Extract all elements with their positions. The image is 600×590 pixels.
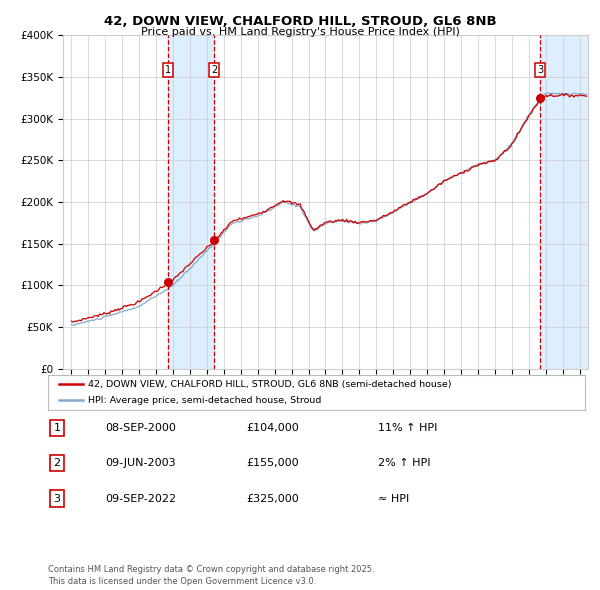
Text: £155,000: £155,000 [246,458,299,468]
Text: 08-SEP-2000: 08-SEP-2000 [105,423,176,432]
Text: 11% ↑ HPI: 11% ↑ HPI [378,423,437,432]
Text: 42, DOWN VIEW, CHALFORD HILL, STROUD, GL6 8NB: 42, DOWN VIEW, CHALFORD HILL, STROUD, GL… [104,15,496,28]
Bar [541,35,588,369]
Text: Contains HM Land Registry data © Crown copyright and database right 2025.
This d: Contains HM Land Registry data © Crown c… [48,565,374,586]
Text: 42, DOWN VIEW, CHALFORD HILL, STROUD, GL6 8NB (semi-detached house): 42, DOWN VIEW, CHALFORD HILL, STROUD, GL… [88,380,452,389]
Text: HPI: Average price, semi-detached house, Stroud: HPI: Average price, semi-detached house,… [88,396,322,405]
Text: 2: 2 [211,65,218,76]
Text: Price paid vs. HM Land Registry's House Price Index (HPI): Price paid vs. HM Land Registry's House … [140,27,460,37]
Text: 2: 2 [53,458,61,468]
Text: 1: 1 [53,423,61,432]
Text: 1: 1 [165,65,171,76]
Text: 3: 3 [538,65,544,76]
Text: £104,000: £104,000 [246,423,299,432]
Text: 09-SEP-2022: 09-SEP-2022 [105,494,176,503]
Text: £325,000: £325,000 [246,494,299,503]
Text: 09-JUN-2003: 09-JUN-2003 [105,458,176,468]
Bar [168,35,214,369]
Text: 3: 3 [53,494,61,503]
Text: ≈ HPI: ≈ HPI [378,494,409,503]
Text: 2% ↑ HPI: 2% ↑ HPI [378,458,431,468]
